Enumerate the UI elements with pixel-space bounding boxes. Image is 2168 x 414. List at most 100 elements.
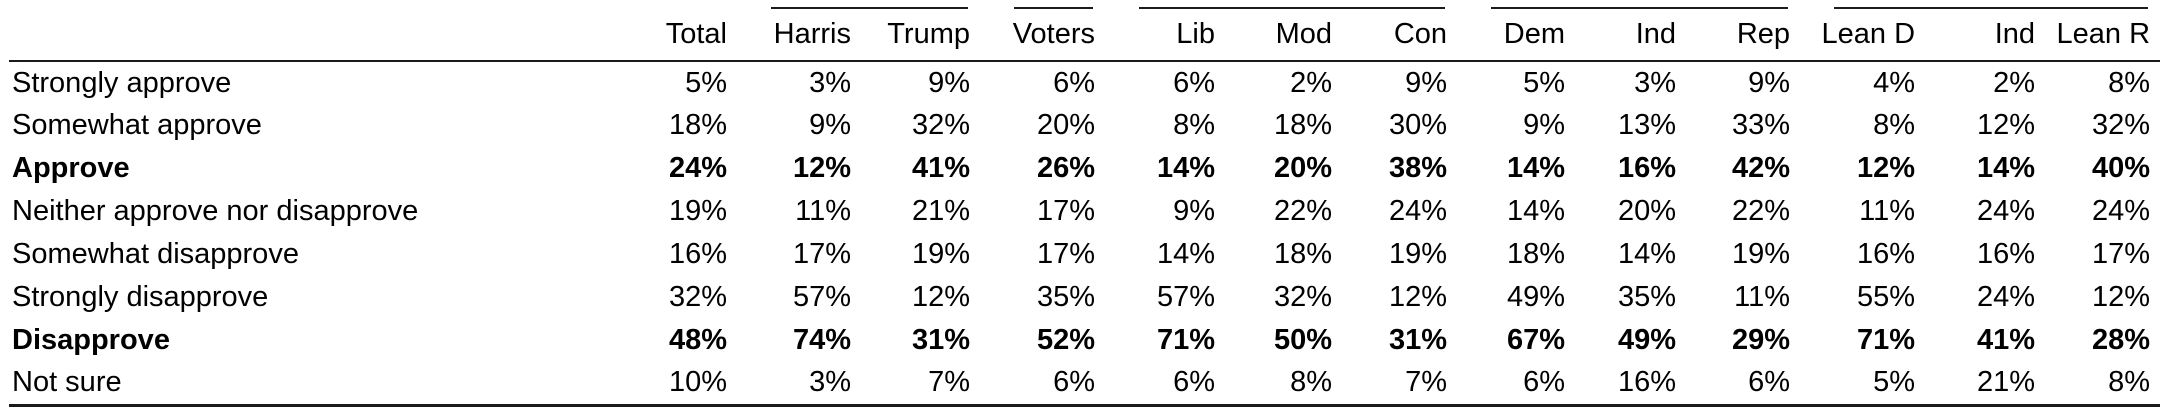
value-cell: 32%	[1273, 281, 1332, 313]
column-group-rule-row	[9, 0, 2160, 9]
value-cell: 16%	[1617, 152, 1677, 184]
value-cell: 24%	[1976, 281, 2036, 313]
value-cell: 12%	[792, 152, 851, 184]
value-cell: 2%	[1993, 66, 2036, 99]
value-cell: 18%	[1273, 238, 1332, 270]
value-cell: 5%	[1523, 66, 1566, 99]
column-header-ind-lean: Ind	[1925, 9, 2046, 62]
row-label: Approve	[12, 152, 130, 184]
group-cell-candidate	[737, 0, 980, 9]
group-cell-ideology	[1105, 0, 1457, 9]
row-label: Disapprove	[12, 324, 170, 356]
value-cell: 12%	[1976, 109, 2036, 141]
value-cell: 35%	[1617, 281, 1677, 313]
value-cell: 48%	[668, 324, 727, 356]
value-cell: 20%	[1036, 109, 1095, 141]
value-cell: 11%	[1859, 195, 1916, 227]
value-cell: 52%	[1036, 324, 1095, 356]
value-cell: 17%	[2092, 238, 2151, 270]
column-header-lib: Lib	[1105, 9, 1225, 62]
group-cell-voters	[980, 0, 1105, 9]
column-header-ind: Ind	[1575, 9, 1687, 62]
value-cell: 21%	[1976, 366, 2036, 399]
table-header: Total Harris Trump Voters Lib Mod Con De…	[9, 0, 2161, 62]
value-cell: 14%	[1506, 152, 1566, 184]
value-cell: 9%	[1405, 66, 1448, 99]
spacer-cell	[607, 0, 737, 9]
value-cell: 42%	[1731, 152, 1791, 184]
table-row: Approve 24% 12% 41% 26% 14% 20% 38% 14% 16% 42% 12%…	[9, 147, 2160, 190]
value-cell: 24%	[668, 152, 727, 184]
row-label: Neither approve nor disapprove	[12, 195, 419, 227]
value-cell: 38%	[1388, 152, 1448, 184]
value-cell: 31%	[1388, 324, 1448, 356]
column-group-rule	[1014, 7, 1093, 9]
value-cell: 19%	[1388, 238, 1448, 270]
value-cell: 17%	[1036, 195, 1095, 227]
group-cell-party	[1457, 0, 1800, 9]
column-header-voters: Voters	[980, 9, 1105, 62]
value-cell: 40%	[2092, 152, 2151, 184]
value-cell: 33%	[1731, 109, 1791, 141]
value-cell: 4%	[1873, 66, 1916, 99]
value-cell: 14%	[1617, 238, 1677, 270]
value-cell: 5%	[685, 66, 727, 99]
value-cell: 16%	[1976, 238, 2036, 270]
spacer-cell	[9, 0, 607, 9]
value-cell: 12%	[911, 281, 970, 313]
value-cell: 26%	[1036, 152, 1095, 184]
value-cell: 49%	[1617, 324, 1677, 356]
value-cell: 67%	[1506, 324, 1566, 356]
value-cell: 21%	[911, 195, 970, 227]
value-cell: 10%	[668, 366, 727, 399]
value-cell: 32%	[668, 281, 727, 313]
value-cell: 41%	[1976, 324, 2036, 356]
group-cell-lean	[1800, 0, 2160, 9]
table-body: Strongly approve 5% 3% 9% 6% 6% 2% 9% 5% 3% 9% 4% 2%…	[9, 61, 2160, 405]
table-row: Neither approve nor disapprove 19% 11% 21% 1…	[9, 190, 2160, 233]
column-group-rule	[1139, 7, 1446, 9]
value-cell: 18%	[1273, 109, 1332, 141]
value-cell: 55%	[1856, 281, 1916, 313]
table-row: Somewhat disapprove 16% 17% 19% 17% 14% 18% 19%…	[9, 233, 2160, 276]
value-cell: 22%	[1731, 195, 1791, 227]
value-cell: 5%	[1873, 366, 1916, 399]
column-group-rule	[1834, 7, 2149, 9]
row-label: Not sure	[12, 366, 122, 399]
value-cell: 41%	[911, 152, 970, 184]
column-header-harris: Harris	[737, 9, 861, 62]
value-cell: 6%	[1173, 366, 1215, 399]
table-row: Not sure 10% 3% 7% 6% 6% 8% 7% 6% 16% 6% 5% 21% 8%	[9, 362, 2160, 405]
value-cell: 31%	[911, 324, 970, 356]
value-cell: 12%	[1856, 152, 1916, 184]
column-header-con: Con	[1342, 9, 1458, 62]
value-cell: 20%	[1273, 152, 1332, 184]
column-header-lean-r: Lean R	[2045, 9, 2161, 62]
value-cell: 3%	[1634, 66, 1677, 99]
value-cell: 16%	[668, 238, 727, 270]
value-cell: 3%	[809, 66, 851, 99]
value-cell: 35%	[1036, 281, 1095, 313]
header-row: Total Harris Trump Voters Lib Mod Con De…	[9, 9, 2161, 62]
column-header-mod: Mod	[1225, 9, 1342, 62]
value-cell: 29%	[1731, 324, 1791, 356]
value-cell: 12%	[2092, 281, 2151, 313]
value-cell: 7%	[928, 366, 970, 399]
value-cell: 22%	[1273, 195, 1332, 227]
value-cell: 32%	[911, 109, 970, 141]
row-label: Somewhat disapprove	[12, 238, 299, 270]
value-cell: 8%	[2108, 366, 2151, 399]
column-group-rule	[1491, 7, 1789, 9]
column-header-lean-d: Lean D	[1800, 9, 1926, 62]
value-cell: 11%	[1734, 281, 1791, 313]
row-label: Strongly approve	[12, 66, 232, 99]
value-cell: 9%	[1748, 66, 1791, 99]
value-cell: 7%	[1405, 366, 1448, 399]
value-cell: 71%	[1856, 324, 1916, 356]
value-cell: 18%	[668, 109, 727, 141]
value-cell: 6%	[1748, 366, 1791, 399]
value-cell: 2%	[1290, 66, 1332, 99]
value-cell: 50%	[1273, 324, 1332, 356]
value-cell: 17%	[1036, 238, 1095, 270]
table-row: Strongly approve 5% 3% 9% 6% 6% 2% 9% 5% 3% 9% 4% 2%…	[9, 61, 2160, 104]
